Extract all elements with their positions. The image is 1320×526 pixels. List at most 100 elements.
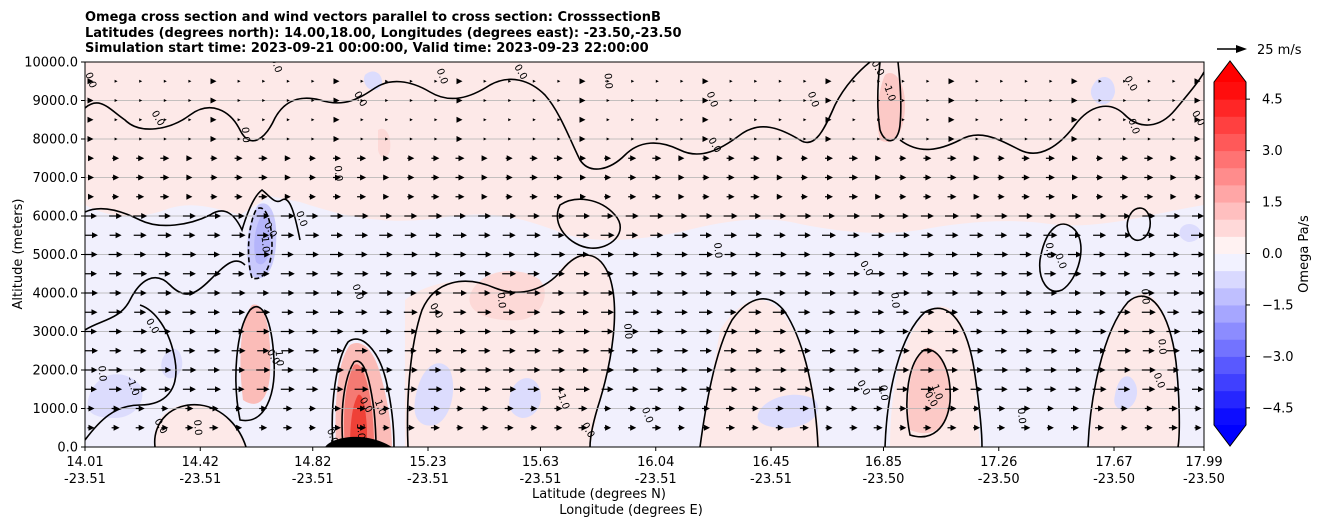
- wind-vector-head: [1026, 232, 1033, 239]
- wind-vector-head: [88, 174, 94, 181]
- wind-vector-head: [189, 290, 196, 296]
- wind-vector-head: [360, 118, 364, 122]
- wind-vector-head: [288, 290, 295, 296]
- wind-vector-head: [1199, 290, 1204, 296]
- wind-vector-head: [584, 328, 590, 335]
- wind-vector-head: [1098, 405, 1105, 412]
- wind-vector-head: [360, 424, 367, 431]
- wind-vector-head: [236, 424, 243, 431]
- wind-vector-head: [385, 137, 389, 141]
- wind-vector-head: [1071, 116, 1078, 123]
- wind-vector-head: [707, 309, 713, 316]
- wind-vector-head: [461, 290, 467, 296]
- contour-line: [906, 348, 951, 438]
- wind-vector-head: [829, 251, 836, 258]
- wind-vector-head: [91, 309, 98, 316]
- wind-vector-head: [927, 328, 934, 335]
- wind-vector-head: [91, 328, 97, 335]
- wind-vector-head: [361, 367, 368, 373]
- wind-vector-head: [728, 174, 735, 181]
- wind-vector-head: [632, 328, 639, 335]
- wind-vector-head: [238, 213, 245, 219]
- wind-vector-head: [1198, 367, 1204, 373]
- wind-vector-head: [1149, 367, 1156, 373]
- x-tick-label-latitude: 17.26: [980, 455, 1017, 470]
- wind-vector-head: [261, 405, 268, 412]
- wind-vector-head: [262, 79, 266, 83]
- wind-vector-head: [309, 174, 316, 181]
- wind-vector-head: [682, 347, 689, 354]
- wind-vector-head: [534, 309, 541, 316]
- colorbar-band: [1214, 236, 1246, 254]
- wind-vector-head: [533, 213, 540, 219]
- wind-vector-head: [606, 118, 610, 122]
- wind-vector-head: [263, 328, 270, 335]
- wind-vector-head: [435, 347, 442, 354]
- wind-vector-head: [1149, 386, 1156, 393]
- y-tick-label: 2000.0: [33, 364, 79, 379]
- wind-vector-head: [607, 270, 614, 277]
- wind-vector-head: [288, 347, 295, 354]
- wind-vector-head: [1123, 79, 1127, 83]
- wind-vector-head: [852, 174, 859, 181]
- wind-vector-head: [878, 309, 885, 316]
- wind-vector-head: [925, 424, 932, 431]
- wind-vector-head: [1098, 424, 1105, 431]
- wind-vector-head: [1194, 136, 1201, 142]
- wind-vector-head: [114, 118, 118, 122]
- wind-vector-head: [581, 424, 588, 431]
- wind-vector-head: [531, 424, 538, 431]
- contour-label: 0.0: [349, 283, 365, 302]
- wind-vector-head: [953, 386, 959, 393]
- wind-vector-head: [656, 251, 663, 258]
- contour-label: 0.0: [191, 419, 203, 436]
- colorbar-band: [1214, 356, 1246, 375]
- wind-vector-head: [975, 118, 979, 122]
- wind-vector-head: [87, 136, 94, 142]
- wind-vector-head: [236, 155, 243, 162]
- wind-vector-head: [631, 99, 635, 102]
- wind-vector-head: [484, 232, 491, 239]
- wind-vector-head: [1124, 251, 1131, 258]
- chart-title-line-2: Latitudes (degrees north): 14.00,18.00, …: [85, 26, 682, 41]
- wind-vector-head: [706, 386, 713, 393]
- wind-vector-head: [311, 79, 315, 83]
- wind-vector-head: [974, 405, 981, 412]
- wind-vector-head: [361, 251, 368, 258]
- wind-vector-head: [140, 251, 147, 258]
- wind-vector-head: [456, 136, 463, 142]
- wind-vector-head: [288, 213, 295, 219]
- contour-label: 0.0: [495, 292, 507, 309]
- wind-vector-head: [854, 328, 861, 335]
- x-tick-label-latitude: 15.23: [409, 455, 446, 470]
- wind-vector-head: [533, 386, 540, 393]
- wind-vector-head: [1099, 367, 1106, 373]
- wind-vector-head: [237, 99, 241, 102]
- wind-vector-head: [999, 405, 1006, 412]
- wind-vector-head: [510, 328, 517, 335]
- wind-vector-head: [485, 213, 492, 219]
- wind-vector-head: [458, 155, 465, 162]
- wind-vector-head: [509, 290, 516, 296]
- wind-vector-head: [210, 116, 217, 123]
- wind-vector-head: [1050, 309, 1057, 316]
- wind-vector-head: [998, 174, 1005, 181]
- wind-vector-head: [678, 155, 685, 162]
- omega-negative-region: [254, 214, 271, 265]
- wind-vector-head: [1172, 99, 1176, 102]
- wind-vector-head: [288, 270, 295, 277]
- wind-vector-head: [508, 99, 512, 102]
- x-tick-label-latitude: 16.45: [752, 455, 789, 470]
- wind-vector-head: [630, 174, 637, 181]
- contour-label: 0.0: [1155, 338, 1167, 355]
- wind-vector-head: [187, 424, 194, 431]
- wind-vector-head: [456, 97, 463, 104]
- wind-vector-head: [338, 367, 344, 373]
- wind-vector-head: [656, 367, 663, 373]
- wind-vector-head: [608, 290, 615, 296]
- wind-vector-head: [140, 367, 147, 373]
- wind-vector-head: [387, 347, 394, 354]
- contour-line: [85, 304, 177, 441]
- wind-vector-head: [140, 290, 147, 296]
- wind-vector-head: [386, 251, 393, 258]
